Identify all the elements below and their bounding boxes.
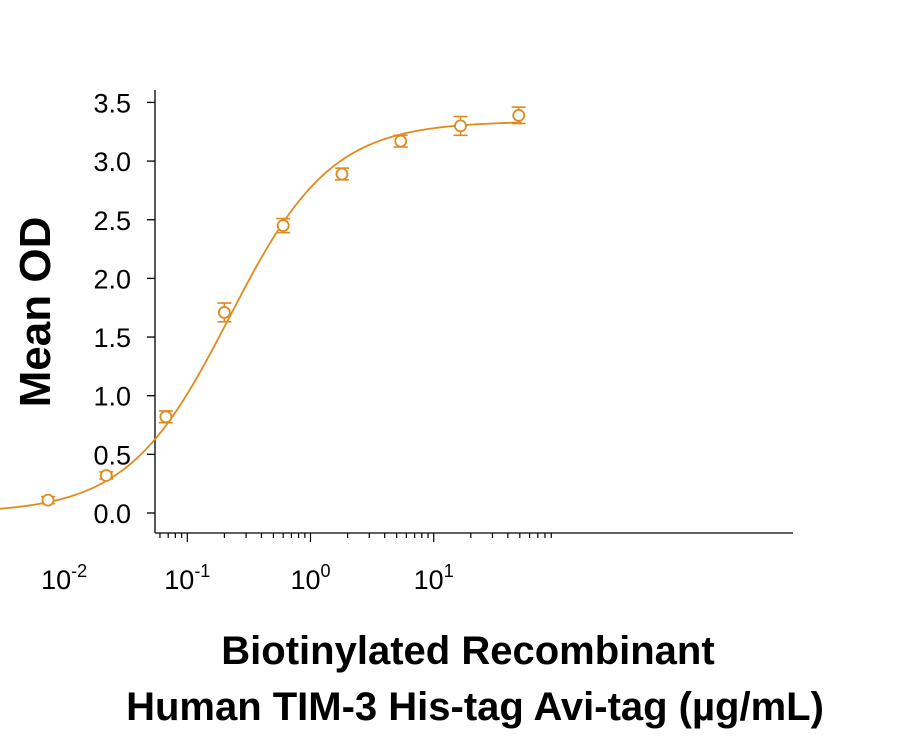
data-marker <box>454 119 467 133</box>
x-axis-label-line-2: Human TIM-3 His-tag Avi-tag (µg/mL) <box>126 685 824 729</box>
data-point <box>158 410 173 424</box>
data-marker <box>99 469 113 482</box>
x-tick-label: 10-1 <box>164 561 210 595</box>
x-tick-label: 100 <box>290 561 330 595</box>
data-point <box>393 134 408 148</box>
y-tick-label: 2.0 <box>93 264 131 294</box>
data-marker <box>217 306 231 319</box>
data-marker <box>276 219 290 233</box>
y-tick-label: 0.5 <box>93 440 131 470</box>
y-tick-label: 1.0 <box>93 382 131 412</box>
y-tick-label: 1.5 <box>93 323 131 353</box>
fit-curve-layer <box>0 121 522 510</box>
data-marker <box>41 493 55 507</box>
y-tick-label: 3.0 <box>93 147 131 177</box>
data-marker <box>335 167 349 181</box>
y-tick-label: 3.5 <box>93 88 131 118</box>
data-point <box>99 469 114 482</box>
data-marker <box>159 410 173 424</box>
data-point <box>453 115 468 137</box>
data-marker <box>512 108 526 122</box>
x-tick-label: 10-2 <box>41 561 87 595</box>
fit-curve <box>0 121 522 510</box>
data-marker <box>394 134 408 148</box>
y-tick-label: 2.5 <box>93 206 131 236</box>
data-point <box>334 167 349 181</box>
x-tick-label: 101 <box>414 561 454 595</box>
data-point <box>40 493 55 507</box>
y-axis: 0.0 0.5 1.0 1.5 2.0 2.5 3.0 3.5 <box>93 88 156 533</box>
data-point <box>276 217 291 234</box>
x-axis-label-line-1: Biotinylated Recombinant <box>221 629 714 673</box>
y-tick-label: 0.0 <box>93 499 131 529</box>
data-points-layer <box>40 106 526 507</box>
data-point <box>511 106 526 125</box>
y-axis-label: Mean OD <box>11 217 60 408</box>
data-point <box>217 302 232 323</box>
